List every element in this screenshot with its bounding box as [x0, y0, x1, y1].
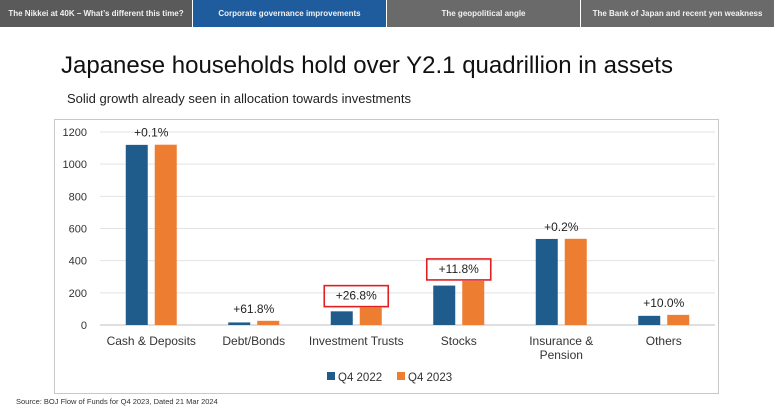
page-title: Japanese households hold over Y2.1 quadr…: [61, 52, 673, 79]
y-tick-label: 800: [69, 191, 87, 203]
source-note: Source: BOJ Flow of Funds for Q4 2023, D…: [16, 397, 218, 406]
tab-boj-yen-weakness[interactable]: The Bank of Japan and recent yen weaknes…: [581, 0, 774, 27]
bar: [359, 307, 382, 325]
x-tick-label: Cash & Deposits: [107, 334, 196, 348]
annotation-label: +10.0%: [643, 296, 684, 310]
bar: [667, 314, 690, 325]
bar-chart: 0 200 400 600 800 1000 1200 +0.1% Cash & Deposit…: [63, 126, 715, 384]
x-tick-label: Investment Trusts: [309, 334, 404, 348]
y-tick-label: 200: [69, 288, 87, 300]
bar: [154, 144, 177, 325]
legend-swatch: [327, 372, 335, 380]
y-tick-label: 0: [81, 320, 87, 332]
chart-frame: 0 200 400 600 800 1000 1200 +0.1% Cash & Deposit…: [54, 119, 719, 394]
annotation-label: +0.2%: [544, 220, 579, 234]
x-tick-label: Insurance &: [529, 334, 593, 348]
bar: [125, 144, 148, 325]
annotation-label: +26.8%: [336, 289, 377, 303]
y-tick-label: 400: [69, 256, 87, 268]
tab-geopolitical-angle[interactable]: The geopolitical angle: [387, 0, 581, 27]
annotation-label: +0.1%: [134, 126, 169, 140]
bar: [433, 285, 456, 325]
bar: [535, 238, 558, 325]
page-subtitle: Solid growth already seen in allocation …: [67, 91, 411, 106]
bar: [462, 280, 485, 325]
bar: [257, 320, 280, 325]
bar: [330, 311, 353, 325]
y-tick-label: 1200: [63, 127, 87, 139]
legend-label: Q4 2023: [408, 372, 452, 384]
x-tick-label: Debt/Bonds: [222, 334, 285, 348]
highlight-box: [425, 258, 492, 281]
y-tick-label: 1000: [63, 159, 87, 171]
annotation-label: +11.8%: [439, 262, 479, 276]
tab-corporate-governance[interactable]: Corporate governance improvements: [193, 0, 387, 27]
x-tick-label: Pension: [540, 348, 583, 362]
legend-swatch: [397, 372, 405, 380]
bar: [638, 315, 661, 325]
highlight-box: [323, 284, 390, 308]
bar: [564, 238, 587, 325]
x-tick-label: Others: [646, 334, 682, 348]
legend-label: Q4 2022: [338, 372, 382, 384]
top-nav-tabs: The Nikkei at 40K – What’s different thi…: [0, 0, 774, 27]
y-tick-label: 600: [69, 224, 87, 236]
x-tick-label: Stocks: [441, 334, 477, 348]
tab-nikkei-40k[interactable]: The Nikkei at 40K – What’s different thi…: [0, 0, 193, 27]
annotation-label: +61.8%: [233, 302, 274, 316]
bar: [228, 322, 251, 325]
